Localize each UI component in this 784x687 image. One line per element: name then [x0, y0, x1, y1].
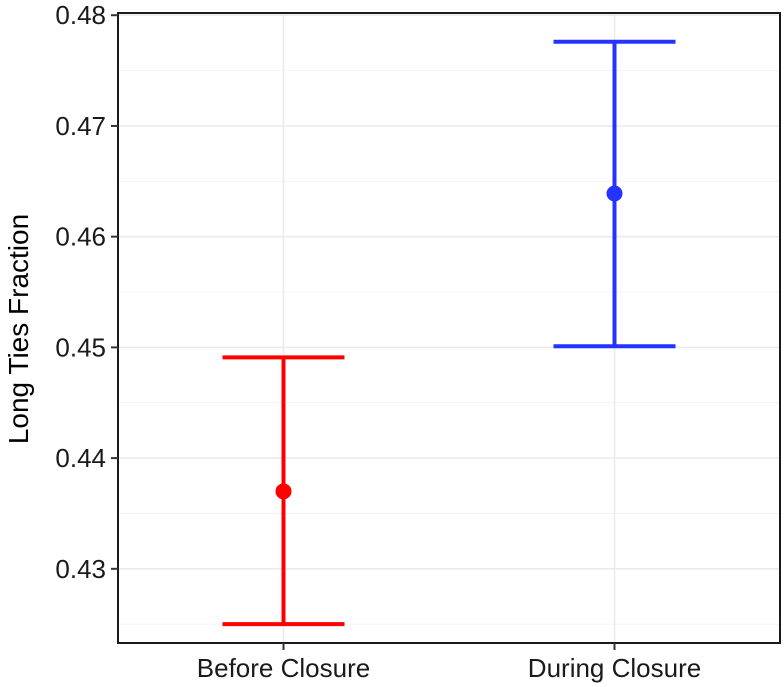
mean-point: [275, 483, 292, 500]
grid: [118, 13, 780, 643]
x-axis: Before Closure During Closure: [197, 643, 701, 683]
y-tick-label: 0.45: [55, 332, 106, 362]
x-tick-label: During Closure: [528, 653, 701, 683]
chart-marks: [222, 39, 676, 627]
mean-point: [606, 185, 623, 202]
y-tick-label: 0.43: [55, 554, 106, 584]
y-axis-title: Long Ties Fraction: [3, 214, 34, 444]
y-tick-label: 0.47: [55, 111, 106, 141]
y-tick-label: 0.46: [55, 222, 106, 252]
y-tick-label: 0.44: [55, 443, 106, 473]
panel-border: [117, 12, 781, 644]
y-tick-label: 0.48: [55, 0, 106, 30]
y-axis: 0.43 0.44 0.45 0.46 0.47 0.48: [55, 0, 118, 584]
x-tick-label: Before Closure: [197, 653, 370, 683]
